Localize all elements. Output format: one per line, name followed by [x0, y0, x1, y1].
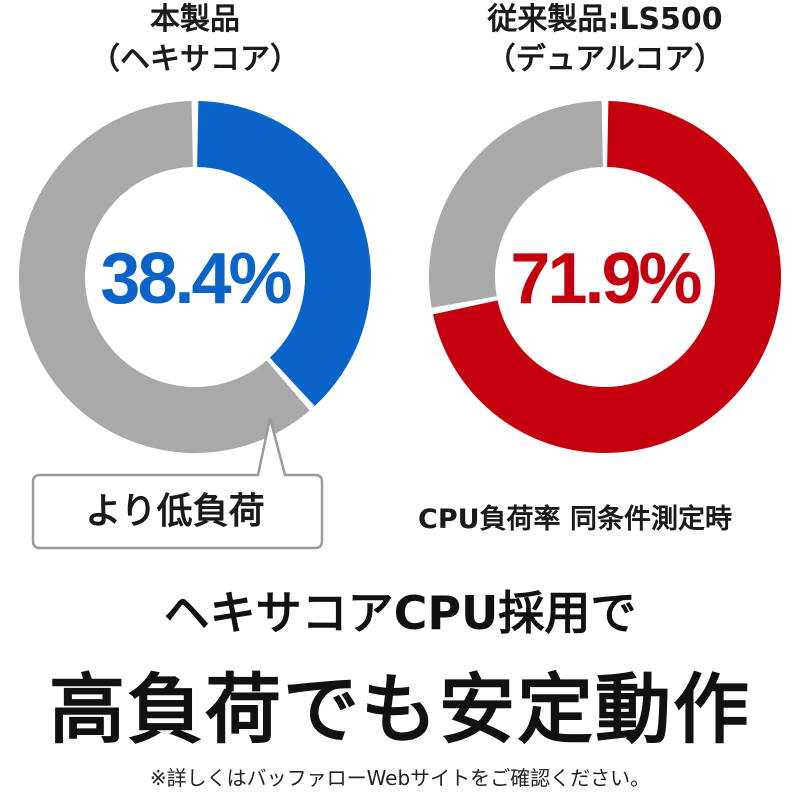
- headline-line-1: ヘキサコアCPU採用で: [163, 586, 637, 640]
- footnote: ※詳しくはバッファローWebサイトをご確認ください。: [149, 766, 651, 790]
- donut-left-slice-remainder: [19, 101, 310, 453]
- donut-right-slice-value: [433, 101, 781, 453]
- headline-line-2: 高負荷でも安定動作: [49, 665, 751, 754]
- donut-chart-right: 71.9%: [429, 101, 781, 453]
- chart-title-right: 従来製品:LS500 （デュアルコア）: [425, 0, 785, 80]
- callout-bubble: [31, 417, 324, 550]
- callout-label: より低負荷: [85, 491, 265, 532]
- chart-title-right-main: 従来製品:LS500: [487, 2, 723, 37]
- chart-title-left: 本製品 （ヘキサコア）: [15, 0, 375, 80]
- donut-right-slice-remainder: [429, 101, 604, 308]
- donut-right-center-label: 71.9%: [510, 239, 701, 319]
- chart-subtitle-left: （ヘキサコア）: [90, 42, 300, 77]
- chart-subtitle-right: （デュアルコア）: [485, 42, 725, 77]
- chart-caption: CPU負荷率 同条件測定時: [418, 504, 732, 535]
- donut-chart-left: 38.4%: [19, 101, 371, 453]
- donut-left-center-label: 38.4%: [100, 239, 291, 319]
- donut-left-slice-value: [196, 101, 371, 406]
- chart-title-left-main: 本製品: [150, 2, 240, 37]
